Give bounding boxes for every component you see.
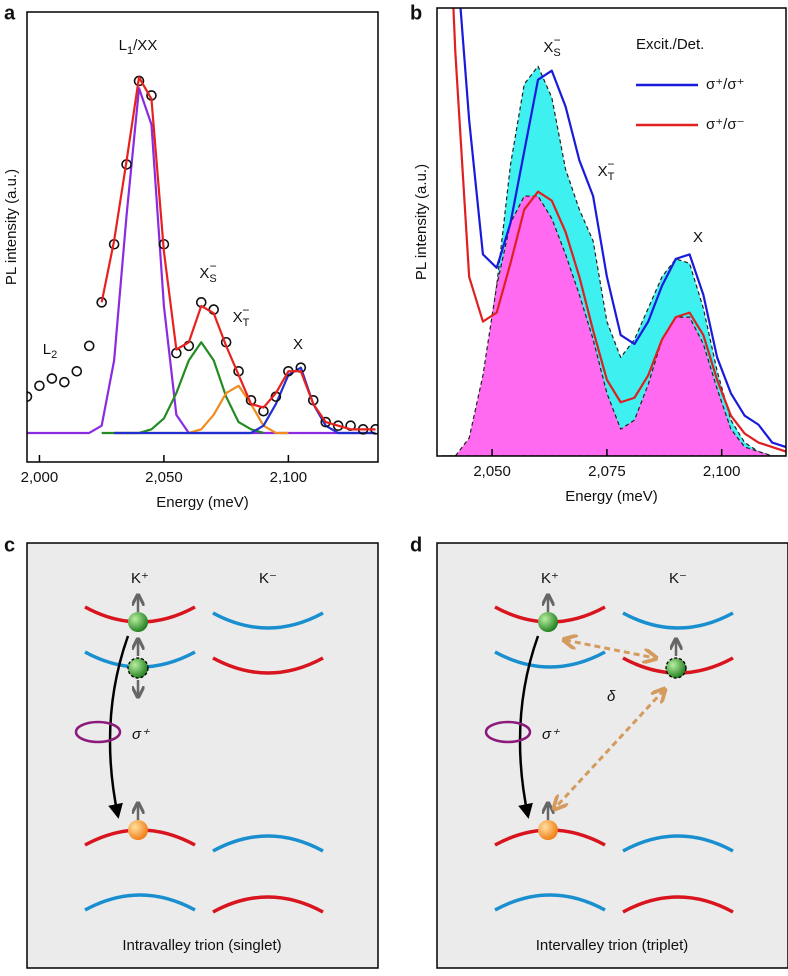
valley-label: K⁻ (669, 570, 687, 587)
data-point (71, 365, 83, 377)
band (212, 611, 324, 630)
data-point (46, 373, 58, 384)
diagram-caption: Intravalley trion (singlet) (122, 937, 281, 954)
peak-label: X (293, 336, 303, 353)
valley-label: K⁺ (131, 570, 149, 587)
panel-letter: c (4, 534, 15, 556)
label-sub: 2 (51, 349, 57, 361)
polarization-loop (74, 720, 122, 744)
label-base: L (43, 341, 51, 358)
valley-label: K⁻ (259, 570, 277, 587)
peak-label: XT− (598, 157, 615, 183)
band (84, 893, 196, 912)
label-base: X (693, 229, 703, 246)
peak-label: XS− (543, 33, 560, 59)
polarization-loop (484, 720, 532, 744)
x-tick-label: 2,075 (588, 463, 626, 480)
label-sup: − (554, 33, 561, 47)
line (452, 8, 786, 453)
label-sup: − (607, 157, 614, 171)
label-tail: /XX (133, 37, 157, 54)
carrier (538, 612, 558, 632)
x-axis-label: Energy (meV) (156, 494, 249, 511)
label-sup: − (210, 259, 217, 273)
label-base: X (233, 309, 243, 326)
line (114, 366, 376, 435)
splitting-label: δ (607, 688, 616, 705)
panel-letter: d (410, 534, 422, 556)
legend-label: σ⁺/σ⁻ (706, 116, 745, 133)
plot-area (27, 75, 378, 435)
label-sub: S (209, 273, 216, 285)
carrier (128, 612, 148, 632)
data-point (83, 340, 95, 352)
label-base: X (543, 39, 553, 56)
peak-label: L1/XX (119, 37, 158, 57)
plot-frame (26, 11, 379, 463)
legend-title: Excit./Det. (636, 36, 704, 53)
peak-label: L2 (43, 341, 57, 361)
band (622, 611, 734, 630)
band (622, 834, 734, 853)
x-axis-label: Energy (meV) (565, 488, 658, 505)
line (27, 87, 376, 435)
diagram-panel (436, 542, 788, 969)
valley-label: K⁺ (541, 570, 559, 587)
data-point (320, 416, 332, 428)
label-sup: − (242, 303, 249, 317)
diagram-panel (26, 542, 379, 969)
x-tick-label: 2,000 (21, 469, 59, 486)
line (100, 76, 376, 431)
carrier (128, 820, 148, 840)
polarization-label: σ⁺ (132, 726, 150, 743)
data-point (332, 420, 344, 432)
label-base: X (293, 336, 303, 353)
label-sub: 1 (127, 45, 133, 57)
data-point (27, 391, 33, 402)
peak-label: XS− (199, 259, 216, 285)
data-point (59, 376, 70, 388)
plot-frame (436, 7, 787, 457)
carrier (538, 820, 558, 840)
label-sub: S (553, 47, 560, 59)
y-axis-label: PL intensity (a.u.) (413, 164, 430, 280)
polarization-label: σ⁺ (542, 726, 560, 743)
band (212, 656, 324, 675)
band (212, 834, 324, 853)
y-axis-label: PL intensity (a.u.) (3, 169, 20, 285)
splitting-arrow (555, 690, 664, 808)
label-sub: T (608, 171, 615, 183)
label-base: X (199, 265, 209, 282)
label-sub: T (243, 317, 250, 329)
band (622, 895, 734, 914)
band (494, 893, 606, 912)
data-point (34, 380, 45, 392)
carrier (127, 657, 149, 679)
carrier (665, 657, 687, 679)
area (440, 195, 786, 456)
x-tick-label: 2,100 (270, 469, 308, 486)
diagram-caption: Intervalley trion (triplet) (536, 937, 689, 954)
x-tick-label: 2,100 (703, 463, 741, 480)
panel-letter: a (4, 2, 16, 24)
peak-label: X (693, 229, 703, 246)
plot-area (440, 8, 786, 456)
line (459, 8, 786, 449)
x-tick-label: 2,050 (473, 463, 511, 480)
label-base: L (119, 37, 127, 54)
x-tick-label: 2,050 (145, 469, 183, 486)
intervalley-arrow (565, 640, 655, 658)
band (212, 895, 324, 914)
peak-label: XT− (233, 303, 250, 329)
legend-label: σ⁺/σ⁺ (706, 76, 745, 93)
panel-letter: b (410, 2, 422, 24)
label-base: X (598, 163, 608, 180)
